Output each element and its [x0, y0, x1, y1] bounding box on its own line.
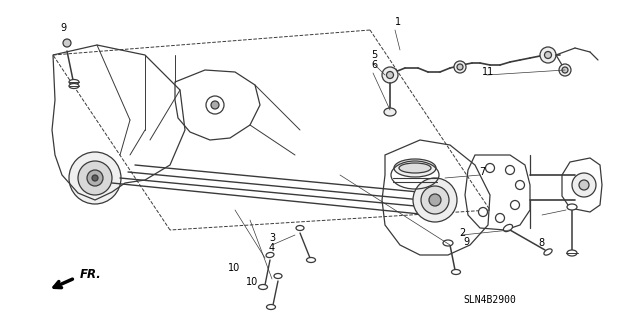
Ellipse shape — [274, 273, 282, 278]
Ellipse shape — [92, 175, 98, 181]
Ellipse shape — [504, 224, 513, 232]
Ellipse shape — [63, 39, 71, 47]
Ellipse shape — [87, 170, 103, 186]
Ellipse shape — [421, 186, 449, 214]
Ellipse shape — [266, 252, 274, 257]
Text: 6: 6 — [371, 60, 377, 70]
Ellipse shape — [451, 270, 461, 275]
Ellipse shape — [562, 67, 568, 73]
Ellipse shape — [266, 305, 275, 309]
Ellipse shape — [454, 61, 466, 73]
Text: 11: 11 — [482, 67, 494, 77]
Ellipse shape — [78, 161, 112, 195]
Ellipse shape — [567, 250, 577, 256]
Ellipse shape — [479, 207, 488, 217]
Text: 9: 9 — [463, 237, 469, 247]
Ellipse shape — [567, 204, 577, 210]
Ellipse shape — [307, 257, 316, 263]
Ellipse shape — [544, 249, 552, 255]
Ellipse shape — [457, 64, 463, 70]
Ellipse shape — [545, 51, 552, 58]
Text: 2: 2 — [459, 228, 465, 238]
Ellipse shape — [579, 180, 589, 190]
Ellipse shape — [399, 163, 431, 173]
Ellipse shape — [572, 173, 596, 197]
Ellipse shape — [394, 159, 436, 177]
Ellipse shape — [384, 108, 396, 116]
Ellipse shape — [69, 79, 79, 85]
Ellipse shape — [387, 71, 394, 78]
Text: 8: 8 — [538, 238, 544, 248]
Ellipse shape — [540, 47, 556, 63]
Ellipse shape — [486, 164, 495, 173]
Text: FR.: FR. — [80, 269, 102, 281]
Ellipse shape — [443, 240, 453, 246]
Ellipse shape — [69, 152, 121, 204]
Ellipse shape — [495, 213, 504, 222]
Text: 4: 4 — [269, 243, 275, 253]
Ellipse shape — [259, 285, 268, 290]
Text: 7: 7 — [479, 167, 485, 177]
Ellipse shape — [515, 181, 525, 189]
Text: SLN4B2900: SLN4B2900 — [463, 295, 516, 305]
Ellipse shape — [211, 101, 219, 109]
Text: 3: 3 — [269, 233, 275, 243]
Ellipse shape — [69, 84, 79, 88]
Ellipse shape — [559, 64, 571, 76]
Ellipse shape — [206, 96, 224, 114]
Ellipse shape — [413, 178, 457, 222]
Text: 1: 1 — [395, 17, 401, 27]
Text: 10: 10 — [246, 277, 258, 287]
Ellipse shape — [506, 166, 515, 174]
Text: 5: 5 — [371, 50, 377, 60]
Ellipse shape — [382, 67, 398, 83]
Ellipse shape — [296, 226, 304, 231]
Ellipse shape — [511, 201, 520, 210]
Ellipse shape — [429, 194, 441, 206]
Text: 9: 9 — [60, 23, 66, 33]
Text: 10: 10 — [228, 263, 240, 273]
